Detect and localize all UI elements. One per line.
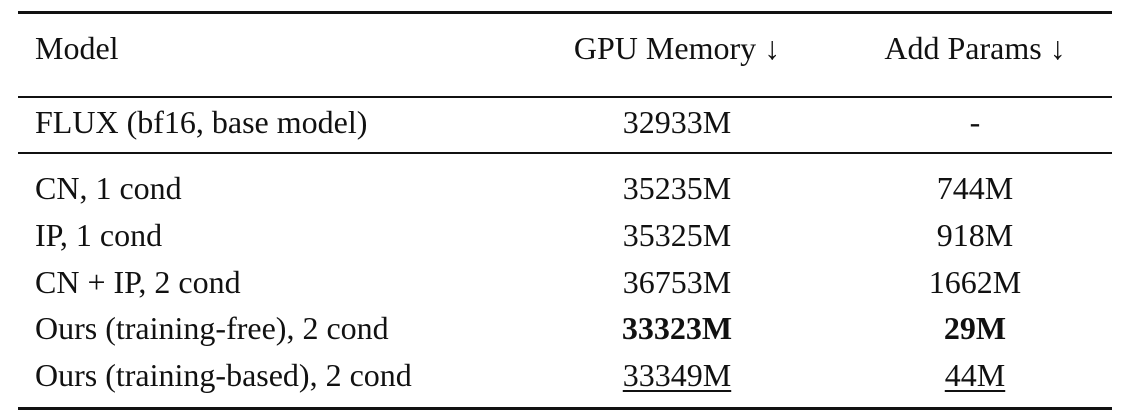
header-rule: [18, 96, 1112, 98]
cell: 35235M: [622, 170, 732, 206]
bottom-rule: [18, 407, 1112, 410]
cell: FLUX (bf16, base model): [35, 104, 368, 140]
cell: Ours (training-free), 2 cond: [35, 310, 389, 346]
cell: CN, 1 cond: [35, 170, 182, 206]
cell: 44M: [845, 355, 1105, 395]
mid-rule: [18, 152, 1112, 154]
cell: 35325M: [622, 217, 732, 253]
header-cell: GPU Memory ↓: [573, 30, 781, 66]
cell: 918M: [936, 217, 1014, 253]
cell: 1662M: [928, 264, 1022, 300]
cell: IP, 1 cond: [35, 217, 163, 253]
cell: 33323M: [621, 310, 733, 346]
cell: 36753M: [622, 264, 732, 300]
cell: 744M: [936, 170, 1014, 206]
cell: -: [969, 104, 981, 140]
cell: Ours (training-based), 2 cond: [35, 357, 412, 393]
top-rule: [18, 11, 1112, 14]
cell-text: 44M: [944, 357, 1006, 393]
cell: 32933M: [622, 104, 732, 140]
cell: 29M: [943, 310, 1007, 346]
header-cell: Add Params ↓: [884, 30, 1066, 66]
cell-text: 33349M: [622, 357, 732, 393]
cell: 33349M: [547, 355, 807, 395]
header-cell: Model: [35, 30, 119, 66]
cell: CN + IP, 2 cond: [35, 264, 241, 300]
